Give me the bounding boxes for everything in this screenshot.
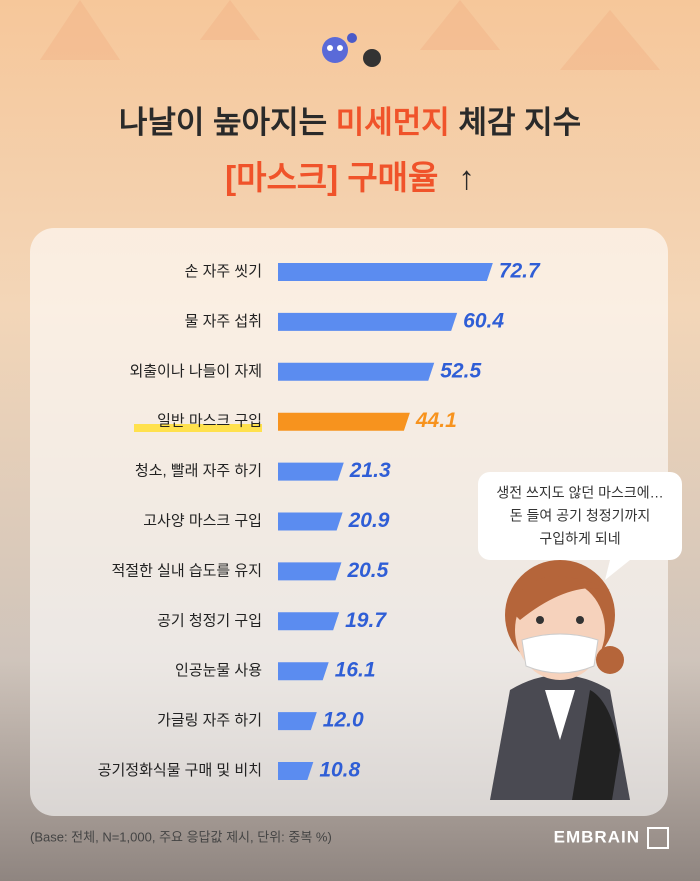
value-label: 60.4 <box>463 309 504 332</box>
value-label: 16.1 <box>335 659 376 682</box>
value-label: 19.7 <box>345 609 387 632</box>
speech-bubble <box>478 472 682 580</box>
category-label: 물 자주 섭취 <box>185 313 262 330</box>
subtitle: [마스크] 구매율 ↑ <box>225 159 475 196</box>
value-label: 10.8 <box>319 759 360 782</box>
value-label: 20.9 <box>348 509 390 532</box>
value-label: 72.7 <box>499 260 541 283</box>
value-label: 12.0 <box>323 709 364 732</box>
category-label: 공기정화식물 구매 및 비치 <box>98 762 262 779</box>
subtitle-part: [마스크] 구매율 <box>225 159 438 196</box>
bar <box>278 263 493 281</box>
category-label: 고사양 마스크 구입 <box>143 512 262 529</box>
value-label: 44.1 <box>415 409 457 432</box>
panel <box>30 228 668 816</box>
category-label: 가글링 자주 하기 <box>157 712 262 729</box>
title-highlight: 미세먼지 <box>336 105 450 140</box>
logo-icon <box>647 827 669 849</box>
title-part: 체감 지수 <box>450 105 581 140</box>
bubble-text: 구입하게 되네 <box>539 531 620 547</box>
bubble-text: 생전 쓰지도 않던 마스크에… <box>496 485 663 501</box>
category-label: 손 자주 씻기 <box>185 263 262 280</box>
bar <box>278 362 435 381</box>
bar <box>278 612 340 631</box>
value-label: 52.5 <box>440 359 481 382</box>
subtitle-arrow: ↑ <box>458 159 475 196</box>
category-label: 일반 마스크 구입 <box>157 413 262 430</box>
bar <box>278 712 317 731</box>
character <box>490 560 630 800</box>
footnote: (Base: 전체, N=1,000, 주요 응답값 제시, 단위: 중복 %) <box>30 829 332 844</box>
bar <box>278 312 458 331</box>
highlight-underline <box>134 424 262 432</box>
title: 나날이 높아지는 미세먼지 체감 지수 <box>119 105 581 140</box>
logo: EMBRAIN <box>554 827 640 846</box>
bar <box>278 662 329 681</box>
bar <box>278 412 410 431</box>
triangles <box>40 0 660 70</box>
bubble-text: 돈 들여 공기 청정기까지 <box>510 508 650 524</box>
value-label: 20.5 <box>346 559 388 582</box>
bar <box>278 562 342 581</box>
bar <box>278 512 343 531</box>
category-label: 청소, 빨래 자주 하기 <box>135 463 262 480</box>
bar <box>278 462 344 481</box>
dust-icons <box>322 33 381 67</box>
category-label: 외출이나 나들이 자제 <box>129 363 262 380</box>
bar-chart: 손 자주 씻기 72.7 물 자주 섭취 60.4 외출이나 나들이 자제 52.5 일반 … <box>98 260 541 782</box>
category-label: 인공눈물 사용 <box>175 662 262 679</box>
bar <box>278 762 314 780</box>
category-label: 적절한 실내 습도를 유지 <box>111 562 262 579</box>
title-part: 나날이 높아지는 <box>119 105 336 140</box>
category-label: 공기 청정기 구입 <box>157 612 262 629</box>
value-label: 21.3 <box>349 459 391 482</box>
